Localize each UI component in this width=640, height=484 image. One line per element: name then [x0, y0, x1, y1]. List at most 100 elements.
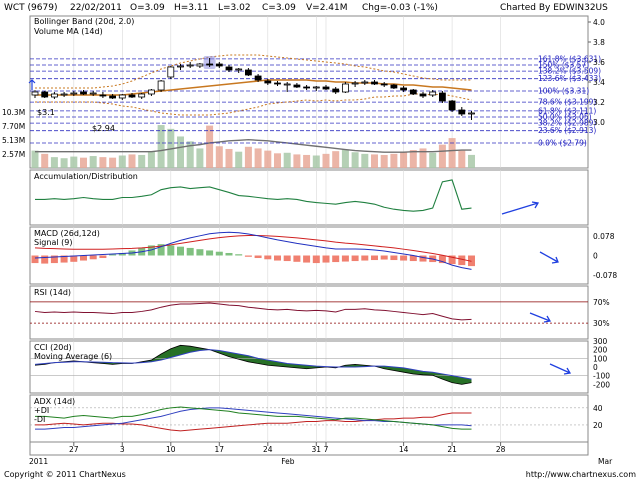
- macd-histogram-bar: [312, 255, 320, 264]
- volume-bar: [157, 125, 165, 168]
- rsi-tick-label: 30%: [593, 319, 610, 328]
- volume-bar: [138, 154, 146, 168]
- macd-histogram-bar: [177, 246, 184, 256]
- macd-tick-label: -0.078: [593, 271, 617, 280]
- volume-bar: [80, 157, 87, 168]
- candle-body: [177, 65, 184, 68]
- trend-arrow-icon: [539, 251, 559, 264]
- macd-histogram-bar: [400, 255, 408, 261]
- candle-body: [80, 91, 87, 95]
- macd-histogram-bar: [390, 255, 398, 261]
- macd-histogram-bar: [419, 255, 427, 262]
- website-link[interactable]: http://www.chartnexus.com: [526, 470, 636, 479]
- candle-body: [264, 80, 272, 84]
- macd-tick-label: 0.078: [593, 232, 615, 241]
- candle-body: [332, 88, 340, 93]
- volume-ma-line: [35, 139, 472, 153]
- volume-bar: [283, 152, 291, 168]
- change-label: Chg=-0.03 (-1%): [362, 3, 438, 13]
- candle-body: [400, 87, 408, 91]
- cci-tick-label: 300: [593, 337, 608, 346]
- macd-histogram-bar: [89, 255, 97, 260]
- candle-body: [438, 92, 446, 102]
- cci-title: CCI (20d): [34, 343, 72, 352]
- volume-bar: [429, 152, 437, 168]
- cci-tick-label: -200: [593, 380, 610, 389]
- macd-histogram-bar: [380, 255, 388, 260]
- macd-histogram-bar: [254, 255, 262, 259]
- candle-body: [274, 82, 281, 85]
- candle-body: [303, 86, 311, 89]
- volume-bar: [89, 156, 97, 168]
- di-minus-label: -DI: [34, 415, 45, 424]
- price-tick-label: 3.4: [593, 78, 605, 87]
- volume-bar: [225, 148, 233, 168]
- macd-histogram-bar: [99, 255, 107, 259]
- volume-bar: [41, 153, 49, 168]
- volume-bar: [99, 157, 107, 168]
- trend-arrow-icon: [549, 363, 572, 375]
- volume-bar: [235, 151, 243, 168]
- candle-body: [448, 100, 456, 111]
- macd-histogram-bar: [167, 245, 175, 256]
- candle-body: [206, 63, 214, 66]
- volume-bar: [458, 150, 466, 168]
- fib-label: 23.6% ($2.913): [538, 126, 596, 135]
- macd-histogram-bar: [206, 250, 214, 256]
- macd-line: [34, 231, 472, 270]
- volume-bar: [31, 150, 39, 168]
- candle-body: [89, 92, 97, 95]
- di-plus-label: +DI: [34, 406, 49, 415]
- macd-histogram-bar: [109, 254, 117, 256]
- macd-histogram-bar: [322, 255, 330, 263]
- volume-bar: [380, 154, 388, 168]
- cci-ma-title: Moving Average (6): [34, 352, 112, 361]
- volume-label: V=2.41M: [306, 3, 348, 13]
- candle-body: [215, 63, 223, 67]
- macd-histogram-bar: [70, 255, 78, 262]
- macd-histogram-bar: [118, 252, 126, 256]
- macd-histogram-bar: [80, 255, 87, 261]
- left-arrow-icon: [28, 79, 36, 90]
- macd-histogram-bar: [186, 247, 194, 256]
- volume-bar: [264, 150, 272, 168]
- x-tick-label: 7: [324, 445, 329, 454]
- volume-bar: [147, 151, 155, 168]
- volume-bar: [322, 153, 330, 168]
- macd-histogram-bar: [157, 244, 165, 256]
- candle-body: [99, 94, 107, 97]
- x-tick-label: 17: [215, 445, 225, 454]
- macd-title: MACD (26d,12d): [34, 229, 100, 238]
- panel-frame-3: [29, 285, 589, 340]
- candle-body: [128, 94, 136, 98]
- macd-histogram-bar: [50, 255, 58, 264]
- volume-bar: [371, 154, 378, 168]
- price-annotation: $2.94: [92, 124, 115, 133]
- signal-line: [34, 235, 472, 262]
- cci-tick-label: -100: [593, 372, 610, 381]
- candle-body: [409, 89, 417, 95]
- candle-body: [429, 91, 437, 96]
- volume-bar: [244, 146, 252, 168]
- bollinger-middle: [35, 79, 472, 96]
- candle-body: [51, 93, 58, 98]
- fib-label: 38.2% ($2.989): [538, 119, 596, 128]
- macd-histogram-bar: [458, 255, 466, 266]
- di-minus-line: [35, 412, 472, 432]
- x-tick-label: 3: [120, 445, 125, 454]
- macd-histogram-bar: [244, 255, 252, 257]
- volume-bar: [400, 151, 408, 168]
- price-tick-label: 3.8: [593, 38, 605, 47]
- macd-histogram-bar: [274, 255, 281, 261]
- candle-body: [157, 80, 165, 91]
- volume-bar: [60, 158, 68, 168]
- close-label: C=3.09: [262, 3, 296, 13]
- macd-histogram-bar: [196, 249, 204, 256]
- macd-histogram-bar: [409, 255, 417, 262]
- volume-bar: [303, 154, 311, 168]
- candle-body: [283, 83, 291, 86]
- month-label: Mar: [598, 457, 613, 466]
- macd-histogram-bar: [303, 255, 311, 263]
- volume-bar: [70, 156, 78, 168]
